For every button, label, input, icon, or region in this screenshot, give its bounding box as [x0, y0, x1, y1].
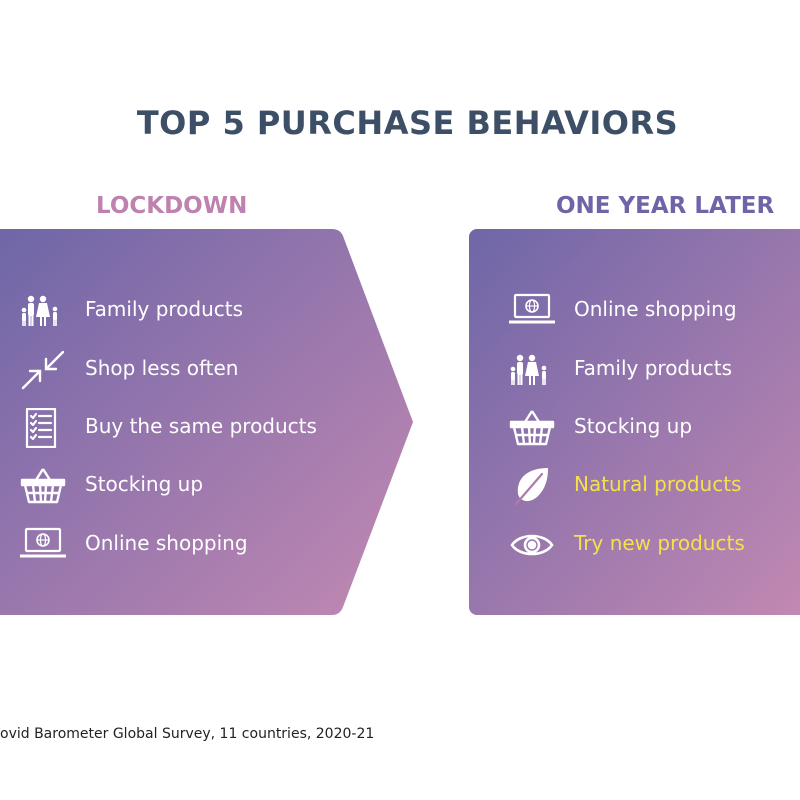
lockdown-item-label: Online shopping	[85, 531, 248, 555]
lockdown-heading: LOCKDOWN	[96, 193, 248, 219]
checklist-icon	[19, 408, 67, 448]
laptop-icon	[508, 291, 556, 331]
lockdown-item-label: Stocking up	[85, 472, 204, 496]
later-item-label: Natural products	[574, 472, 742, 496]
later-panel	[469, 229, 800, 615]
basket-icon	[19, 466, 67, 506]
family-icon	[19, 291, 67, 331]
lockdown-item-label: Family products	[85, 297, 244, 321]
page-title: TOP 5 PURCHASE BEHAVIORS	[136, 104, 679, 142]
later-item-label: Try new products	[574, 531, 745, 555]
leaf-icon	[508, 466, 556, 506]
later-item-label: Stocking up	[574, 414, 693, 438]
later-item-label: Online shopping	[574, 297, 737, 321]
eye-icon	[508, 525, 556, 565]
later-item-label: Family products	[574, 356, 733, 380]
lockdown-arrow-panel	[0, 229, 413, 615]
lockdown-item-label: Shop less often	[85, 356, 239, 380]
family-icon	[508, 350, 556, 390]
laptop-icon	[19, 525, 67, 565]
source-footnote: ovid Barometer Global Survey, 11 countri…	[0, 726, 375, 742]
basket-icon	[508, 408, 556, 448]
lockdown-item-label: Buy the same products	[85, 414, 317, 438]
later-heading: ONE YEAR LATER	[556, 193, 775, 219]
shrink-arrows-icon	[19, 350, 67, 390]
